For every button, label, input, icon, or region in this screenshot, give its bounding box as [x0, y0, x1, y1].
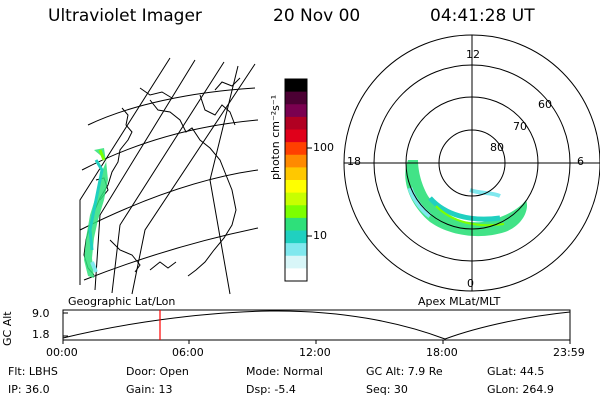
colorbar-cell — [285, 243, 307, 257]
time-label: 04:41:28 UT — [430, 6, 535, 26]
glat-info: GLat: 44.5 — [487, 365, 545, 378]
colorbar-cell — [285, 129, 307, 143]
door-info: Door: Open — [126, 365, 189, 378]
filter-info: Flt: LBHS — [8, 365, 58, 378]
altitude-ylabel: GC Alt — [1, 311, 14, 346]
colorbar-cell — [285, 205, 307, 219]
colorbar-cell — [285, 180, 307, 194]
x-tick-1800: 18:00 — [426, 346, 458, 359]
colorbar-cell — [285, 217, 307, 232]
colorbar-tick-10: 10 — [313, 229, 327, 242]
gain-info: Gain: 13 — [126, 383, 173, 396]
colorbar-cell — [285, 79, 307, 93]
colorbar-cell — [285, 230, 307, 244]
date-label: 20 Nov 00 — [273, 6, 361, 26]
lat-label-70: 70 — [513, 120, 527, 133]
colorbar-tick-100: 100 — [313, 141, 334, 154]
mlt-label-6: 6 — [577, 155, 584, 168]
gc-alt-info: GC Alt: 7.9 Re — [366, 365, 443, 378]
colorbar — [284, 78, 312, 282]
altitude-ymin: 1.8 — [32, 328, 50, 341]
colorbar-cell — [285, 192, 307, 206]
x-tick-1200: 12:00 — [299, 346, 331, 359]
colorbar-cell — [285, 142, 307, 156]
lat-label-80: 80 — [490, 141, 504, 154]
seq-info: Seq: 30 — [366, 383, 408, 396]
mode-info: Mode: Normal — [246, 365, 323, 378]
map-aurora — [84, 148, 108, 278]
colorbar-cell — [285, 255, 307, 269]
x-tick-0000: 00:00 — [46, 346, 78, 359]
glon-info: GLon: 264.9 — [487, 383, 554, 396]
mlt-label-0: 0 — [467, 277, 474, 290]
lat-label-60: 60 — [538, 98, 552, 111]
x-tick-2359: 23:59 — [553, 346, 585, 359]
colorbar-unit-label: photon cm⁻²s⁻¹ — [269, 94, 282, 180]
instrument-title: Ultraviolet Imager — [48, 6, 202, 26]
colorbar-cell — [285, 91, 307, 105]
polar-panel-label: Apex MLat/MLT — [418, 295, 501, 308]
polar-plot — [343, 34, 600, 292]
colorbar-cell — [285, 167, 307, 181]
colorbar-cell — [285, 116, 307, 131]
colorbar-cell — [285, 268, 307, 282]
colorbar-cell — [285, 154, 307, 168]
map-panel-label: Geographic Lat/Lon — [68, 295, 176, 308]
altitude-ymax: 9.0 — [32, 307, 50, 320]
mlt-label-18: 18 — [347, 155, 361, 168]
dsp-info: Dsp: -5.4 — [246, 383, 296, 396]
x-tick-0600: 06:00 — [172, 346, 204, 359]
mlt-label-12: 12 — [466, 48, 480, 61]
colorbar-cell — [285, 104, 307, 118]
ip-info: IP: 36.0 — [8, 383, 50, 396]
altitude-plot — [62, 309, 571, 344]
